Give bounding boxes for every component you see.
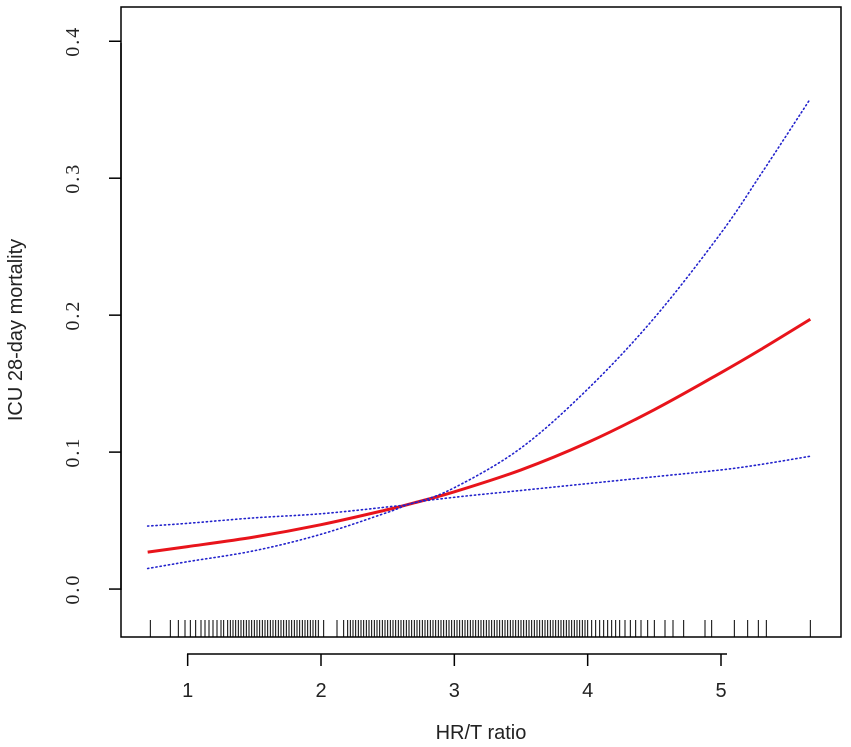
x-tick-label: 4: [582, 680, 593, 702]
x-tick-label: 1: [182, 680, 193, 702]
y-tick-label: 0.0: [62, 574, 84, 605]
series-layer: [146, 97, 812, 570]
y-tick-label: 0.1: [62, 437, 84, 468]
x-tick-label: 3: [449, 680, 460, 702]
lower-ci-line: [146, 455, 812, 570]
y-axis: 0.0 0.1 0.2 0.3 0.4: [62, 26, 122, 605]
x-tick-label: 5: [715, 680, 726, 702]
x-axis: 1 2 3 4 5: [182, 653, 727, 702]
x-axis-title: HR/T ratio: [436, 722, 527, 744]
estimate-line: [147, 317, 812, 554]
plot-frame: [120, 6, 842, 638]
x-tick-label: 2: [315, 680, 326, 702]
y-tick-label: 0.4: [62, 26, 84, 57]
rug-layer: [149, 620, 811, 637]
y-tick-label: 0.3: [62, 163, 84, 194]
y-tick-label: 0.2: [62, 300, 84, 331]
upper-ci-line: [146, 97, 812, 527]
y-axis-title: ICU 28-day mortality: [5, 239, 27, 421]
